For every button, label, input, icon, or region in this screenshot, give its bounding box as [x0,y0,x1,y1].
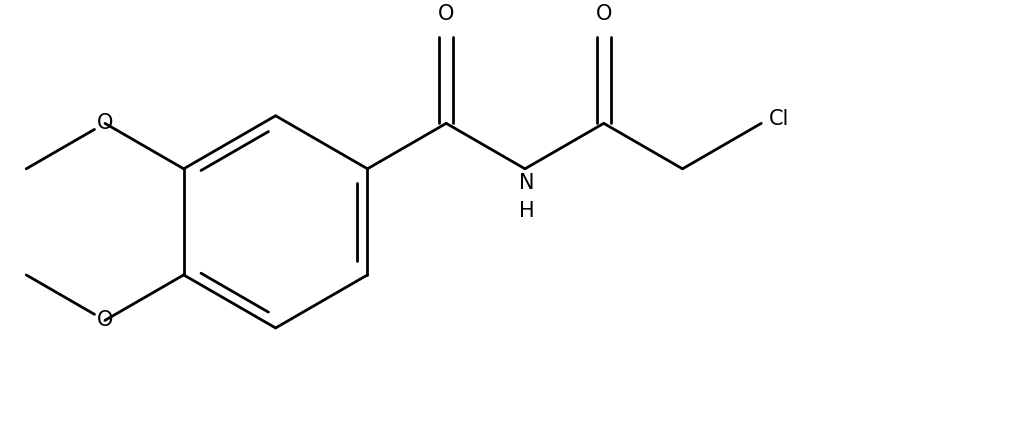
Text: Cl: Cl [769,109,789,129]
Text: O: O [97,113,113,134]
Text: N: N [519,173,534,193]
Text: O: O [438,4,454,24]
Text: H: H [519,201,534,221]
Text: O: O [595,4,612,24]
Text: O: O [97,310,113,330]
